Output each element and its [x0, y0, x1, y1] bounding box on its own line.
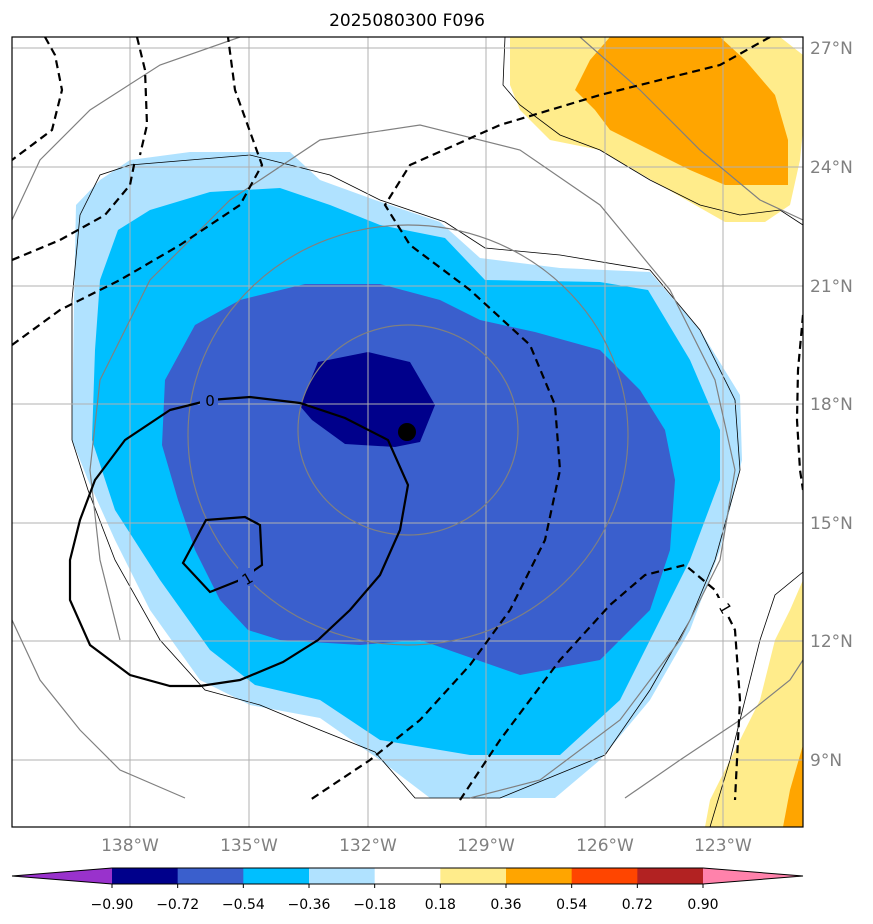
grid-lines — [12, 37, 803, 827]
lat-tick-labels: 27°N 24°N 21°N 18°N 15°N 12°N 9°N — [810, 39, 853, 771]
lon-tick-132w: 132°W — [339, 836, 397, 856]
lat-tick-18n: 18°N — [810, 395, 853, 415]
map-title: 2025080300 F096 — [329, 11, 485, 31]
colorbar-segment-2 — [243, 868, 310, 884]
colorbar-label-7: 0.54 — [556, 897, 587, 913]
colorbar-label-6: 0.36 — [490, 897, 521, 913]
colorbar-label-8: 0.72 — [622, 897, 653, 913]
outline-warm-contour — [502, 37, 803, 226]
colorbar-label-4: −0.18 — [353, 897, 396, 913]
lon-tick-129w: 129°W — [457, 836, 515, 856]
map-frame — [11, 36, 804, 828]
colorbar: −0.90 −0.72 −0.54 −0.36 −0.18 0.18 0.36 0.54 0.7… — [11, 867, 804, 913]
colorbar-segment-5 — [440, 868, 507, 884]
lon-tick-labels: 138°W 135°W 132°W 129°W 126°W 123°W — [101, 836, 752, 856]
colorbar-segment-1 — [177, 868, 244, 884]
map-area: 0 1 1 — [12, 37, 803, 827]
contour-label-0: 0 — [205, 392, 215, 410]
colorbar-label-9: 0.90 — [687, 897, 718, 913]
colorbar-label-2: −0.54 — [222, 897, 265, 913]
outline-warm-contour-se — [709, 571, 803, 827]
lat-tick-12n: 12°N — [810, 632, 853, 652]
storm-center-marker — [398, 423, 416, 441]
shading-orange — [575, 37, 788, 185]
shading-royal-blue — [162, 284, 675, 675]
lat-tick-21n: 21°N — [810, 277, 853, 297]
colorbar-label-0: −0.90 — [91, 897, 134, 913]
colorbar-segment-0 — [112, 868, 179, 884]
colorbar-extend-high — [703, 868, 803, 884]
colorbar-label-1: −0.72 — [156, 897, 199, 913]
lon-tick-135w: 135°W — [220, 836, 278, 856]
lat-tick-15n: 15°N — [810, 514, 853, 534]
lat-tick-27n: 27°N — [810, 39, 853, 59]
shading-gold-se — [705, 580, 803, 827]
dashed-contours — [12, 37, 803, 801]
colorbar-label-3: −0.36 — [288, 897, 331, 913]
colorbar-label-5: 0.18 — [425, 897, 456, 913]
colorbar-segment-8 — [637, 868, 704, 884]
lon-tick-123w: 123°W — [694, 836, 752, 856]
shading-orange-se — [783, 745, 803, 827]
colorbar-segment-6 — [506, 868, 573, 884]
lat-tick-24n: 24°N — [810, 158, 853, 178]
gray-contours — [12, 37, 803, 799]
colorbar-segment-3 — [309, 868, 376, 884]
colorbar-extend-low — [12, 868, 112, 884]
lon-tick-126w: 126°W — [576, 836, 634, 856]
lon-tick-138w: 138°W — [101, 836, 159, 856]
colorbar-segment-4 — [374, 868, 441, 884]
lat-tick-9n: 9°N — [810, 751, 842, 771]
colorbar-segment-7 — [571, 868, 638, 884]
